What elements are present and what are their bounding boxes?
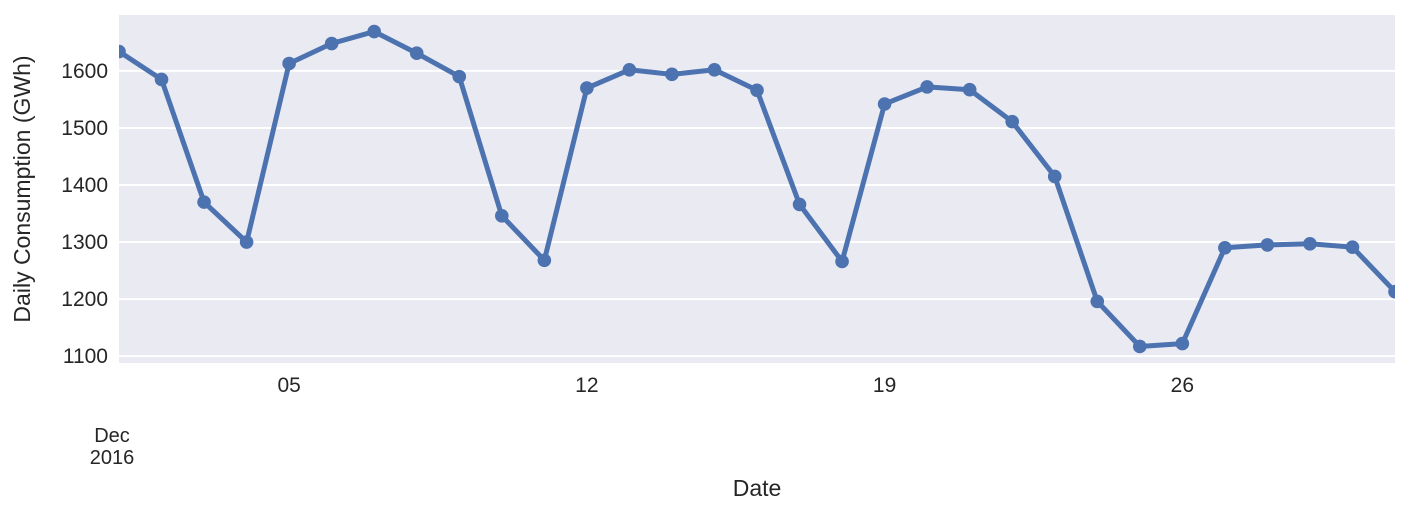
data-point: [792, 197, 807, 212]
y-tick-label: 1100: [63, 345, 108, 368]
data-point: [154, 72, 169, 87]
month-offset-label-line1: Dec: [94, 425, 130, 447]
data-point: [452, 69, 467, 84]
data-point: [239, 235, 254, 249]
y-tick-label: 1500: [61, 117, 108, 140]
y-tick-label: 1400: [61, 174, 108, 197]
data-point: [665, 67, 679, 82]
month-offset-label-line2: 2016: [90, 447, 135, 469]
data-point: [707, 62, 722, 77]
data-point: [495, 209, 509, 223]
y-tick-label: 1200: [61, 288, 108, 311]
x-tick-label: 12: [575, 374, 598, 397]
data-point: [119, 44, 126, 59]
data-point: [622, 62, 637, 77]
data-point: [962, 82, 977, 97]
plot-layer: [119, 15, 1395, 363]
plot-area: [119, 15, 1395, 363]
data-point: [580, 81, 594, 95]
tick-layer: 1100 1200 1300 1400 1500 1600 05 12 19 26: [61, 60, 1194, 397]
data-point: [750, 83, 764, 98]
x-axis-label: Date: [733, 475, 782, 501]
data-point: [835, 254, 849, 269]
data-point: [537, 253, 552, 268]
x-tick-label: 19: [873, 374, 896, 397]
data-series: [119, 24, 1395, 354]
data-point: [1005, 114, 1019, 129]
x-tick-label: 26: [1171, 374, 1194, 397]
data-point: [877, 97, 892, 111]
data-point: [282, 56, 296, 71]
data-point: [1218, 240, 1232, 255]
data-point: [409, 46, 424, 61]
data-point: [1260, 238, 1275, 252]
x-tick-label: 05: [277, 374, 300, 397]
data-point: [367, 24, 382, 39]
data-point: [1133, 339, 1147, 354]
data-point: [197, 195, 211, 209]
data-point: [1090, 294, 1105, 309]
data-point: [324, 36, 339, 51]
data-point: [1047, 169, 1062, 184]
data-point: [1388, 284, 1395, 299]
data-point: [1303, 236, 1317, 251]
data-point: [1345, 240, 1360, 254]
y-tick-label: 1600: [61, 60, 108, 83]
y-axis-label: Daily Consumption (GWh): [9, 55, 35, 322]
y-tick-label: 1300: [61, 231, 108, 254]
data-point: [920, 80, 934, 94]
data-point: [1175, 336, 1190, 351]
